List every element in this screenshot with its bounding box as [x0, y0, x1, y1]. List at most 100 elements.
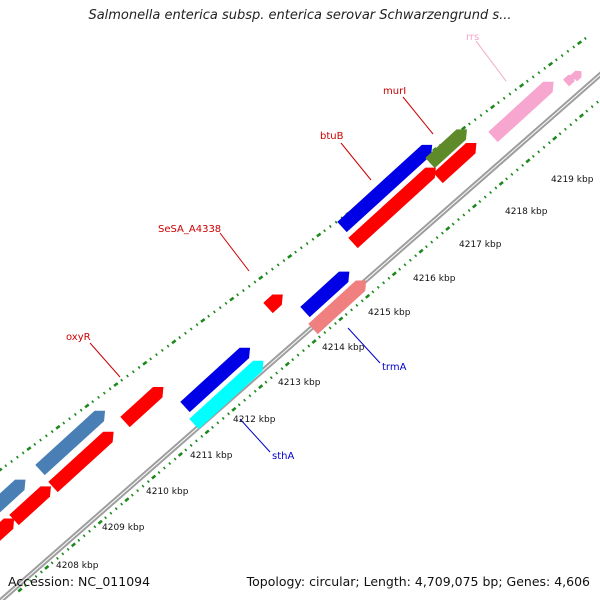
- gene-label: oxyR: [66, 332, 91, 343]
- gene-arrow: [433, 142, 477, 184]
- tick-dot: [68, 417, 71, 421]
- tick-label: 4213 kbp: [278, 378, 321, 388]
- tick-dot: [177, 452, 183, 457]
- tick-dot: [485, 109, 489, 113]
- tick-dot: [109, 511, 113, 515]
- gene-arrow: [425, 129, 467, 169]
- label-leaders: [89, 40, 507, 453]
- tick-dot: [149, 357, 153, 361]
- gene-arrow: [570, 70, 582, 82]
- tick-dot: [258, 275, 264, 281]
- tick-dot: [227, 412, 230, 416]
- tick-dot: [270, 267, 274, 271]
- gene-arrow: [35, 410, 106, 476]
- gene-arrow: [9, 486, 51, 526]
- tick-dot: [204, 429, 210, 435]
- tick-dot: [120, 502, 124, 506]
- tick-dot: [195, 439, 198, 443]
- tick-dot: [344, 312, 348, 316]
- tick-dot: [547, 61, 554, 67]
- tick-dot: [15, 455, 19, 459]
- gene-arrow: [0, 518, 15, 541]
- tick-dot: [365, 293, 371, 299]
- tick-dot: [258, 384, 264, 390]
- tick-dot: [518, 83, 525, 88]
- tick-dot: [547, 141, 551, 145]
- tick-label: 4208 kbp: [56, 561, 99, 571]
- tick-dot: [221, 416, 225, 420]
- tick-dot: [104, 516, 108, 520]
- tick-dot: [39, 438, 42, 442]
- tick-dot: [126, 374, 129, 378]
- tick-dot: [231, 406, 237, 412]
- tick-dot: [414, 254, 418, 258]
- tick-dot: [525, 158, 531, 164]
- tick-dot: [531, 154, 535, 158]
- tick-dot: [253, 389, 257, 393]
- tick-dot: [596, 100, 599, 104]
- tick-dot: [424, 245, 428, 249]
- tick-dot: [114, 507, 118, 511]
- tick-dot: [34, 574, 38, 578]
- gene-arrow: [562, 74, 575, 87]
- tick-dot: [569, 123, 573, 127]
- tick-dot: [502, 96, 506, 100]
- tick-dot: [398, 267, 402, 271]
- tick-dot: [490, 104, 496, 110]
- tick-dot: [467, 209, 471, 213]
- tick-dot: [29, 579, 33, 583]
- tick-label: 4218 kbp: [505, 207, 548, 217]
- gene-arrow: [180, 347, 251, 413]
- tick-dot: [84, 403, 90, 409]
- genome-backbone: [0, 71, 600, 600]
- tick-dot: [236, 293, 240, 297]
- gene-arrow: [337, 144, 433, 233]
- tick-dot: [218, 306, 222, 310]
- tick-dot: [216, 421, 220, 425]
- tick-dot: [248, 394, 252, 398]
- gene-label: rrs: [466, 32, 479, 43]
- tick-dot: [247, 284, 251, 288]
- tick-dot: [418, 248, 424, 254]
- tick-dot: [473, 118, 477, 122]
- label-leader-line: [239, 418, 271, 453]
- gene-label: SeSA_A4338: [158, 224, 221, 235]
- tick-dot: [66, 547, 70, 551]
- tick-dot: [391, 271, 397, 277]
- tick-dot: [137, 365, 141, 369]
- tick-dot: [130, 493, 134, 497]
- tick-dot: [578, 113, 585, 119]
- tick-dot: [173, 457, 177, 461]
- tick-dot: [73, 412, 77, 416]
- tick-dot: [61, 552, 65, 556]
- tick-dot: [576, 40, 583, 46]
- tick-dot: [479, 113, 483, 117]
- gene-arrow: [189, 360, 264, 430]
- tick-dot: [178, 336, 182, 340]
- gene-arrow: [348, 167, 436, 249]
- tick-dot: [157, 471, 161, 475]
- tick-dot: [382, 281, 386, 285]
- tick-label: 4209 kbp: [102, 523, 145, 533]
- tick-dot: [323, 229, 326, 233]
- tick-dot: [120, 378, 124, 382]
- tick-dot: [44, 434, 48, 438]
- tick-dot: [350, 308, 353, 312]
- tick-label: 4217 kbp: [459, 240, 502, 250]
- tick-labels: 4208 kbp 4209 kbp 4210 kbp 4211 kbp 4212 kbp…: [56, 175, 594, 571]
- tick-dot: [142, 360, 148, 366]
- tick-dot: [171, 339, 177, 345]
- tick-dot: [311, 237, 315, 241]
- gene-arrow: [308, 280, 367, 335]
- tick-dot: [82, 534, 86, 538]
- tick-dot: [88, 529, 91, 533]
- tick-dot: [162, 466, 166, 470]
- tick-dot: [496, 101, 500, 105]
- tick-dot: [97, 395, 100, 399]
- tick-dot: [355, 303, 359, 307]
- tick-dot: [508, 92, 512, 96]
- tick-dot: [184, 331, 187, 335]
- tick-dot: [207, 314, 211, 318]
- tick-dot: [360, 299, 364, 303]
